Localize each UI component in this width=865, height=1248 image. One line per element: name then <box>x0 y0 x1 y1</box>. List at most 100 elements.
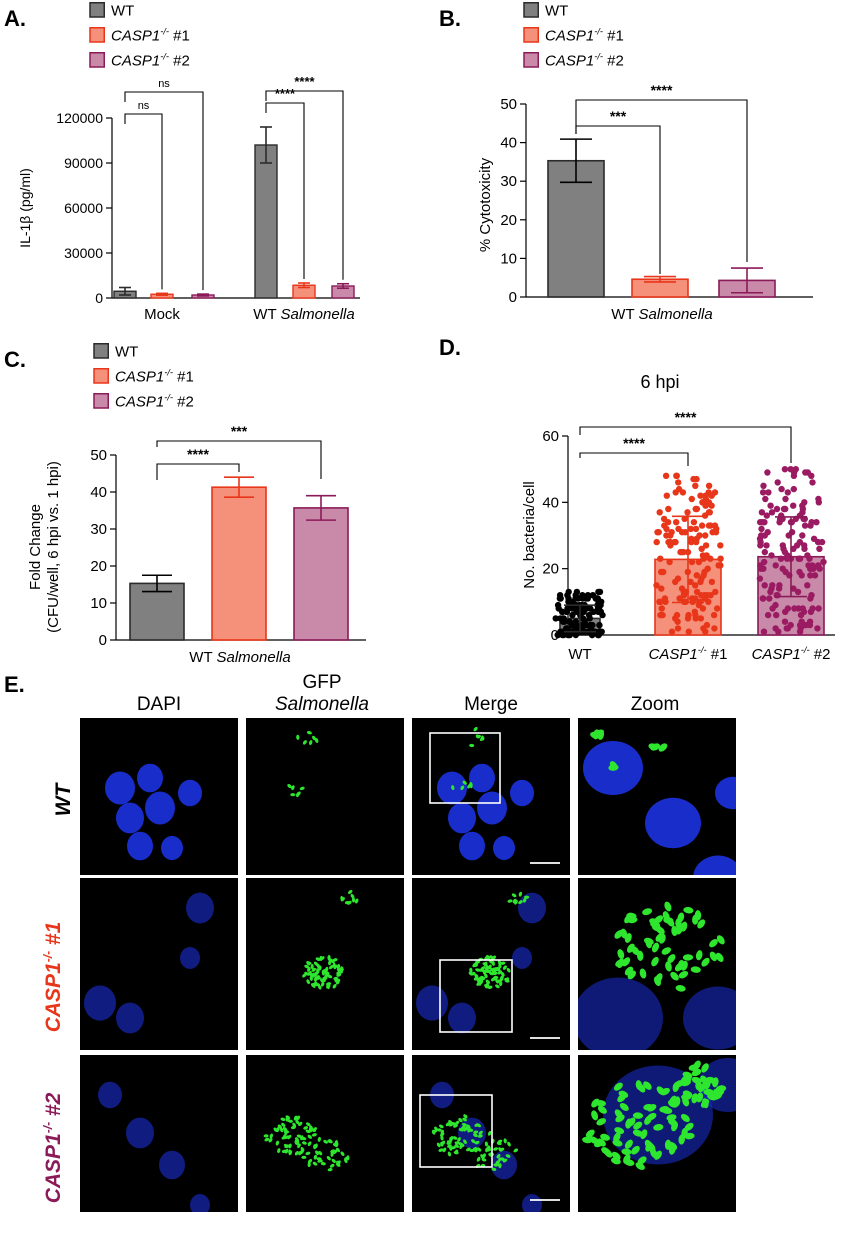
bacterium <box>431 1129 436 1135</box>
panel-d-dot-2 <box>765 489 772 496</box>
panel-d-dot-1 <box>687 578 694 586</box>
panel-d-dot-0 <box>552 615 559 622</box>
panel-d-dot-2 <box>760 482 767 489</box>
bacterium <box>469 781 473 788</box>
bacterium <box>491 1167 497 1171</box>
panel-d-dot-2 <box>816 545 823 552</box>
bacterium <box>661 947 672 955</box>
bacterium <box>281 1122 286 1128</box>
bacterium <box>475 1163 481 1169</box>
chart-d: D.6 hpi0204060No. bacteria/cellWTCASP1-/… <box>439 335 835 663</box>
bacterium <box>296 791 301 796</box>
bacterium <box>585 1129 595 1138</box>
bacterium <box>307 966 311 972</box>
panel-d-dot-1 <box>706 509 713 516</box>
bacterium <box>497 1139 503 1144</box>
bacterium <box>459 1144 463 1150</box>
bacterium <box>582 1136 593 1144</box>
nucleus <box>522 1194 542 1212</box>
panel-d-dot-2 <box>809 605 816 612</box>
bacterium <box>716 935 725 945</box>
bacterium <box>302 973 307 978</box>
bacterium <box>684 1132 695 1140</box>
micrograph-casp1-1-zoom <box>578 878 736 1050</box>
panel-d-letter: D. <box>439 335 461 360</box>
bacterium <box>337 967 342 974</box>
panel-d-dot-2 <box>764 611 772 619</box>
panel-c-legend-swatch-2 <box>93 393 109 409</box>
bacterium <box>485 979 490 984</box>
panel-d-title: 6 hpi <box>640 372 679 392</box>
bacterium <box>447 1151 452 1157</box>
panel-c-y-tick-label: 0 <box>99 632 107 649</box>
bacterium <box>665 961 672 972</box>
bacterium <box>507 1141 511 1147</box>
panel-c-y-label: Fold Change <box>27 504 44 590</box>
bacterium <box>655 926 665 935</box>
panel-d-dot-1 <box>660 568 667 576</box>
panel-d-dot-1 <box>663 492 670 499</box>
nucleus <box>98 1081 122 1109</box>
bacterium <box>664 1139 672 1150</box>
panel-d-dot-2 <box>820 558 827 566</box>
nucleus <box>416 985 448 1021</box>
panel-d-x-label-wt: WT <box>568 646 591 663</box>
panel-d-dot-1 <box>711 522 719 529</box>
panel-d-x-label-c2: CASP1-/- #2 <box>752 645 831 663</box>
panel-a-sig-bracket <box>265 102 305 279</box>
panel-d-x-label-c1: CASP1-/- #1 <box>649 645 728 663</box>
panel-d-sig-bracket <box>579 426 792 463</box>
panel-b-y-tick-label: 10 <box>500 250 517 267</box>
bacterium <box>333 976 339 981</box>
micrograph-canvas <box>583 729 736 875</box>
bacterium <box>643 1081 652 1090</box>
bacterium <box>646 1104 657 1112</box>
bacterium <box>476 1123 482 1128</box>
panel-d-dot-2 <box>804 552 811 559</box>
panel-d-dot-2 <box>775 628 782 635</box>
panel-d-dot-1 <box>663 525 670 533</box>
bacterium <box>518 891 523 897</box>
bacterium <box>462 1117 467 1122</box>
bacterium <box>306 731 312 735</box>
panel-d-dot-2 <box>784 625 792 632</box>
bacterium <box>675 985 686 992</box>
bacterium <box>610 1157 621 1165</box>
panel-d-dot-2 <box>795 555 802 562</box>
panel-d-dot-2 <box>767 588 774 596</box>
panel-d-dot-1 <box>684 509 691 516</box>
panel-d-dot-1 <box>657 598 664 605</box>
micrograph-canvas <box>98 1081 210 1212</box>
bacterium <box>664 901 672 912</box>
bacterium <box>692 914 699 925</box>
bacterium <box>485 964 490 970</box>
panel-c-bar-2 <box>293 507 349 641</box>
panel-b-y-tick-label: 50 <box>500 96 517 113</box>
panel-d-dot-2 <box>761 548 768 556</box>
bacterium <box>622 957 631 967</box>
panel-b-sig-label: **** <box>651 82 673 98</box>
panel-c-y-tick-label: 50 <box>90 447 107 464</box>
panel-d-dot-0 <box>564 592 571 599</box>
bacterium <box>667 954 676 964</box>
panel-c-x-label: WT Salmonella <box>189 649 290 666</box>
bacterium <box>475 734 481 739</box>
panel-c-legend-swatch-1 <box>93 368 109 384</box>
panel-d-dot-1 <box>678 548 685 556</box>
panel-d-dot-1 <box>697 578 704 586</box>
bacterium <box>650 1148 658 1159</box>
panel-a-letter: A. <box>4 6 26 31</box>
bacterium <box>454 1141 460 1145</box>
bacterium <box>340 1151 345 1156</box>
micrograph-casp1-2-merge <box>412 1055 570 1212</box>
bacterium <box>320 981 325 987</box>
panel-d-dot-0 <box>554 631 562 639</box>
panel-d-dot-2 <box>768 552 775 559</box>
panel-b-legend-swatch-2 <box>523 52 539 68</box>
panel-d-dot-1 <box>717 562 724 569</box>
bacterium <box>440 1135 444 1141</box>
bacterium <box>712 1092 722 1100</box>
panel-d-dot-2 <box>758 532 765 539</box>
bacterium <box>302 740 307 745</box>
